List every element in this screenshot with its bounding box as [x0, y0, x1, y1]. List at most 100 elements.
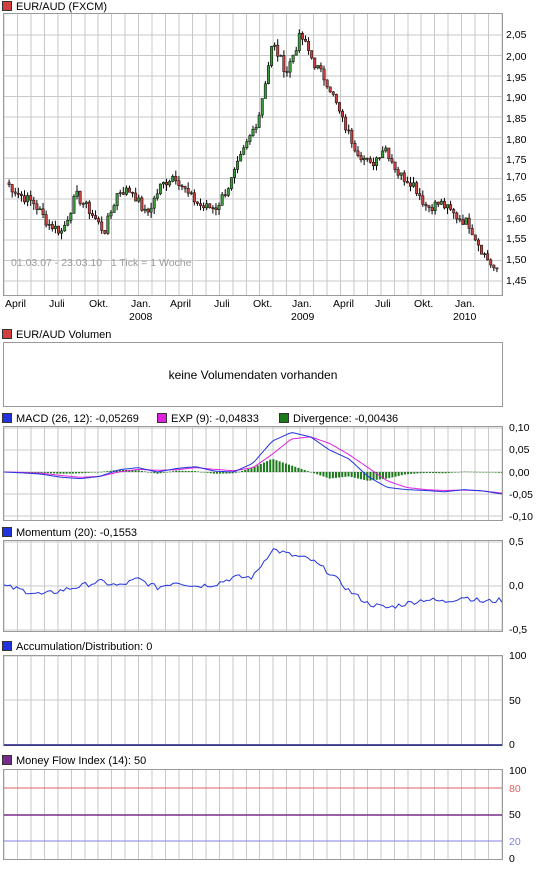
macd-y-tick: 0,05	[509, 444, 530, 456]
divergence-bar	[372, 472, 375, 481]
candle-down	[421, 195, 425, 205]
momentum-y-axis: 0,5 0,0 -0,5	[509, 536, 527, 636]
candle-down	[10, 184, 14, 193]
divergence-bar	[40, 472, 43, 473]
candle-up	[158, 183, 162, 195]
candle-up	[270, 46, 273, 66]
macd-legend-label: MACD (26, 12): -0,05269	[16, 413, 139, 425]
divergence-bar	[284, 463, 287, 472]
candle-up	[124, 187, 128, 195]
candle-up	[464, 217, 468, 225]
price-grid	[3, 14, 503, 295]
mfi-y-tick: 50	[509, 809, 521, 821]
divergence-legend: Divergence: -0,00436	[279, 413, 398, 425]
candle-up	[84, 201, 88, 204]
candle-up	[233, 169, 236, 178]
candle-up	[226, 188, 230, 196]
candle-down	[393, 161, 397, 170]
divergence-bar	[469, 471, 472, 473]
divergence-bar	[147, 472, 150, 473]
mfi-y-tick: 100	[509, 765, 527, 777]
candle-up	[399, 172, 403, 176]
candle-down	[50, 224, 54, 230]
candle-up	[279, 55, 283, 57]
momentum-title: Momentum (20): -0,1553	[16, 527, 138, 539]
divergence-bar	[444, 472, 447, 474]
candle-down	[7, 182, 11, 185]
divergence-bar	[231, 472, 234, 474]
divergence-bar	[253, 466, 256, 472]
candle-down	[183, 186, 187, 189]
candle-up	[72, 195, 76, 214]
candle-down	[146, 208, 150, 213]
divergence-bar	[75, 472, 78, 474]
candle-down	[23, 195, 26, 203]
momentum-y-tick: 0,5	[509, 536, 524, 548]
price-y-tick: 1,55	[506, 233, 527, 245]
candle-up	[149, 207, 153, 213]
divergence-bar	[328, 472, 331, 479]
divergence-bar	[407, 472, 410, 475]
divergence-bar	[190, 471, 193, 472]
divergence-bar	[49, 472, 52, 474]
candle-down	[458, 218, 462, 221]
candle-up	[446, 204, 449, 209]
divergence-legend-label: Divergence: -0,00436	[293, 413, 399, 425]
price-y-tick: 1,90	[506, 92, 527, 104]
x-tick: Juli	[49, 298, 65, 310]
candle-up	[115, 193, 119, 206]
candle-down	[344, 116, 348, 131]
divergence-bar	[143, 471, 146, 473]
candle-down	[214, 207, 218, 210]
candle-down	[223, 194, 227, 196]
divergence-bar	[482, 472, 485, 473]
ad-y-tick: 100	[509, 650, 527, 662]
candle-up	[239, 154, 243, 162]
divergence-bar	[410, 472, 413, 474]
candle-down	[211, 207, 215, 209]
candle-up	[66, 220, 70, 226]
candle-up	[189, 192, 193, 195]
divergence-bar	[381, 472, 384, 480]
x-tick: Okt.	[253, 298, 272, 310]
divergence-bar	[46, 472, 49, 474]
price-candles	[7, 29, 499, 273]
candle-down	[44, 214, 48, 226]
divergence-bar	[244, 469, 247, 472]
x-tick: Okt.	[414, 298, 433, 310]
divergence-bar	[413, 472, 416, 474]
candle-up	[245, 141, 249, 149]
divergence-bar	[394, 472, 397, 477]
momentum-line	[3, 548, 503, 609]
divergence-bar	[59, 472, 62, 474]
divergence-bar	[137, 470, 140, 472]
divergence-bar	[454, 472, 457, 473]
divergence-bar	[269, 459, 272, 472]
candle-down	[402, 172, 406, 182]
candle-down	[307, 41, 311, 51]
candle-up	[106, 215, 110, 234]
ad-y-tick: 0	[509, 739, 515, 751]
divergence-bar	[472, 471, 475, 473]
divergence-bar	[369, 472, 372, 481]
divergence-bar	[281, 462, 284, 472]
exp-legend-label: EXP (9): -0,04833	[171, 413, 259, 425]
candle-up	[273, 44, 277, 47]
divergence-bar	[159, 472, 162, 474]
candle-up	[118, 192, 122, 194]
price-y-tick: 2,05	[506, 29, 527, 41]
divergence-bar	[275, 460, 278, 472]
divergence-bar	[225, 472, 228, 474]
x-tick: Okt.	[89, 298, 108, 310]
candle-down	[13, 191, 17, 194]
momentum-y-tick: -0,5	[509, 624, 527, 636]
candle-up	[220, 194, 224, 206]
divergence-bar	[438, 472, 441, 474]
volume-title: EUR/AUD Volumen	[16, 329, 112, 341]
candle-up	[439, 200, 443, 205]
candle-up	[137, 197, 141, 202]
divergence-bar	[84, 472, 87, 473]
candle-down	[276, 44, 280, 57]
divergence-bar	[325, 472, 328, 478]
